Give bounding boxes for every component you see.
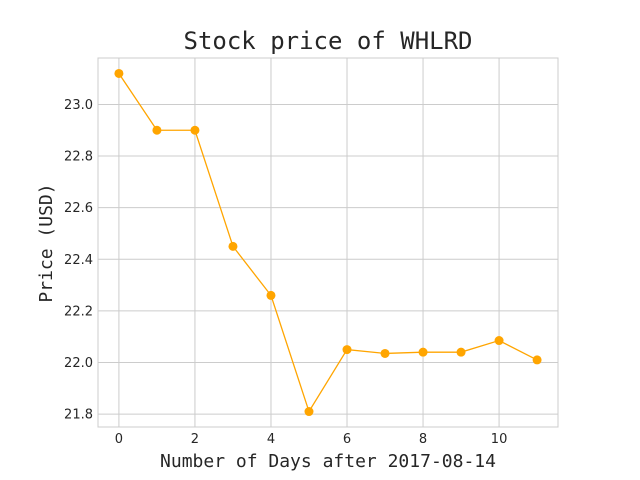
x-axis-label: Number of Days after 2017-08-14 [160, 451, 496, 472]
plot-area-frame [98, 58, 558, 427]
y-tick-label: 23.0 [64, 98, 93, 113]
data-point [228, 242, 237, 251]
y-tick-label: 22.0 [64, 356, 93, 371]
data-point [419, 348, 428, 357]
data-point [190, 126, 199, 135]
x-tick-label: 8 [419, 432, 427, 447]
series-line [119, 73, 537, 411]
data-point [343, 345, 352, 354]
x-tick-label: 10 [491, 432, 508, 447]
x-tick-label: 6 [343, 432, 351, 447]
x-gridlines [119, 58, 499, 427]
data-point [152, 126, 161, 135]
y-tick-labels: 21.8 22.0 22.2 22.4 22.6 22.8 23.0 [64, 98, 93, 423]
data-point [381, 349, 390, 358]
data-point [533, 355, 542, 364]
y-tick-label: 21.8 [64, 408, 93, 423]
chart-title: Stock price of WHLRD [184, 27, 473, 55]
series-layer [114, 69, 541, 416]
y-tick-label: 22.2 [64, 304, 93, 319]
data-point [495, 336, 504, 345]
y-tick-label: 22.8 [64, 150, 93, 165]
y-tick-label: 22.6 [64, 201, 93, 216]
data-point [266, 291, 275, 300]
x-tick-labels: 0 2 4 6 8 10 [115, 432, 508, 447]
y-gridlines [98, 104, 558, 414]
x-tick-label: 0 [115, 432, 123, 447]
y-tick-label: 22.4 [64, 253, 93, 268]
x-tick-label: 4 [267, 432, 275, 447]
data-point [457, 348, 466, 357]
x-tick-label: 2 [191, 432, 199, 447]
data-point [114, 69, 123, 78]
data-point [304, 407, 313, 416]
y-axis-label: Price (USD) [36, 183, 57, 302]
